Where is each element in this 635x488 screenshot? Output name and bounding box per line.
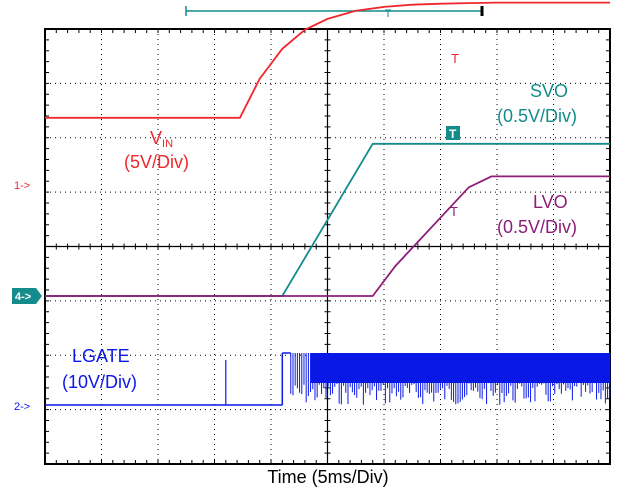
- vin-label: VIN (5V/Div): [124, 128, 189, 172]
- svo-trigger-marker: T: [446, 126, 460, 141]
- svo-label: SVO (0.5V/Div): [497, 81, 577, 126]
- ch4-marker: 4->: [12, 288, 42, 304]
- svo-scale-label: (0.5V/Div): [497, 106, 577, 126]
- trace-vin: [45, 1, 610, 119]
- ch2-marker: 2->: [14, 401, 30, 413]
- timebase-bracket: T: [185, 6, 484, 20]
- svg-text:VIN: VIN: [150, 128, 173, 150]
- lvo-name-label: LVO: [533, 192, 568, 212]
- lvo-scale-label: (0.5V/Div): [497, 217, 577, 237]
- svo-trigger-marker-label: T: [449, 127, 457, 141]
- svo-name-label: SVO: [530, 81, 568, 101]
- vin-scale-label: (5V/Div): [124, 152, 189, 172]
- traces: [45, 1, 611, 406]
- ch1-marker: 1->: [14, 180, 30, 192]
- bracket-trigger-marker: T: [385, 8, 392, 20]
- ch4-marker-label: 4->: [15, 291, 31, 303]
- lgate-scale-label: (10V/Div): [62, 372, 137, 392]
- trace-lvo: [45, 175, 610, 297]
- grid: [44, 28, 611, 465]
- lvo-trigger-marker: T: [450, 204, 458, 219]
- x-axis-label: Time (5ms/Div): [267, 467, 388, 487]
- lgate-name-label: LGATE: [72, 346, 130, 366]
- lgate-label: LGATE (10V/Div): [62, 346, 137, 392]
- lvo-label: LVO (0.5V/Div): [497, 192, 577, 237]
- trace-lgate: [45, 352, 611, 406]
- vin-trigger-marker: T: [451, 51, 459, 66]
